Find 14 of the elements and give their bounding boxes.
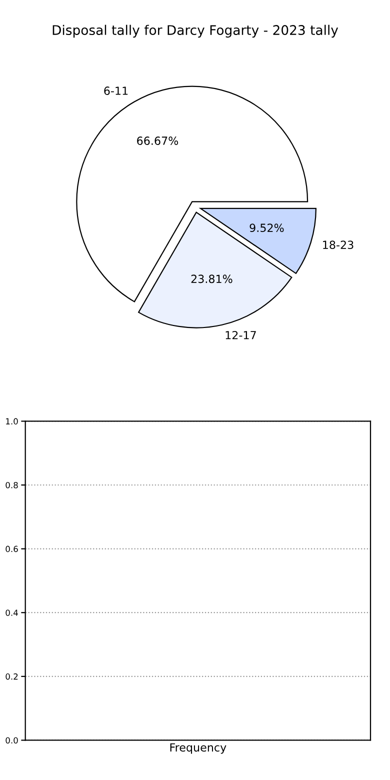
chart-title: Disposal tally for Darcy Fogarty - 2023 tally [52,24,338,38]
slice-label: 18-23 [323,240,354,250]
y-tick-label: 1.0 [6,418,18,424]
y-tick-label: 0.4 [6,610,18,616]
slice-label: 12-17 [226,330,256,340]
y-tick-label: 0.0 [6,737,18,744]
y-tick-label: 0.6 [6,546,18,552]
data-label: 9.52% [250,224,284,232]
data-label: 23.81% [191,274,232,284]
x-tick-label: Frequency [170,743,226,754]
slice-label: 6-11 [104,86,128,95]
data-label: 66.67% [137,136,178,145]
y-tick-label: 0.8 [6,482,18,488]
y-tick-label: 0.2 [6,673,18,680]
